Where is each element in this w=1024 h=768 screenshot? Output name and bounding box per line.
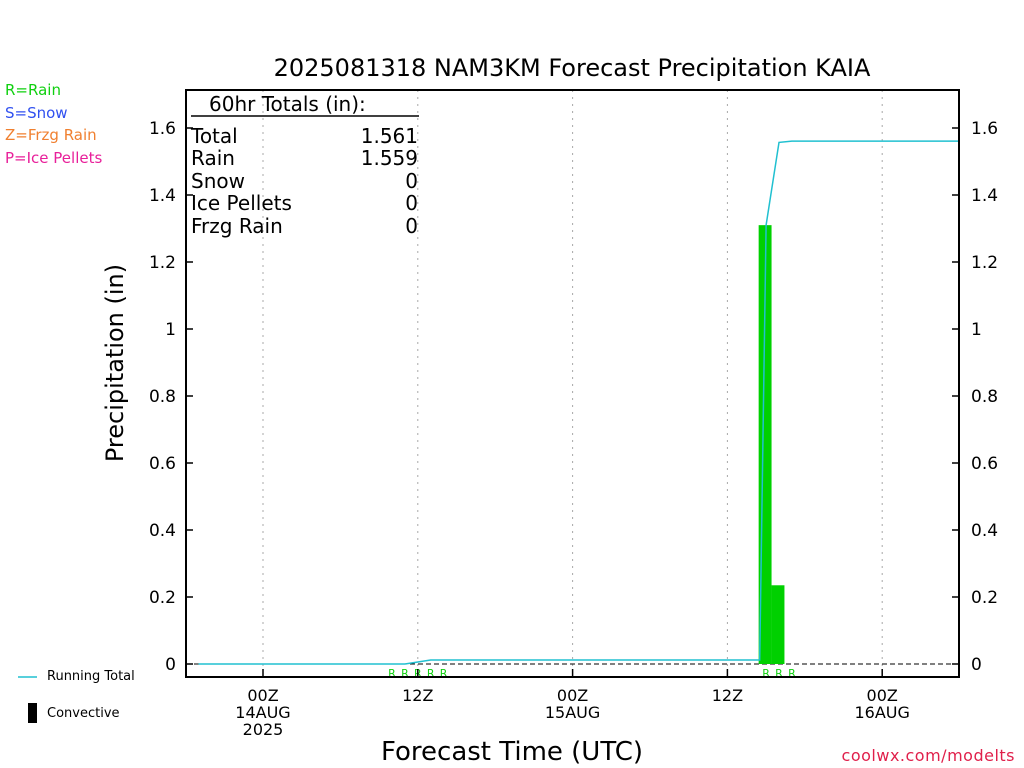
x-tick-label: 2025 xyxy=(243,720,284,739)
totals-value-total: 1.561 xyxy=(361,124,418,148)
x-tick-label: 15AUG xyxy=(545,703,600,722)
legend-snow-key: S=Snow xyxy=(5,104,68,122)
y-tick-label-left: 1 xyxy=(165,320,176,340)
precip-type-marker: R xyxy=(440,667,448,680)
y-tick-label-right: 0 xyxy=(971,655,982,675)
running-total-line xyxy=(198,140,960,665)
totals-value-ice-pellets: 0 xyxy=(405,191,418,215)
x-tick-label: 12Z xyxy=(712,686,743,705)
totals-label-total: Total xyxy=(190,124,238,148)
y-tick-label-left: 1.2 xyxy=(149,253,176,273)
precip-type-marker: R xyxy=(762,667,770,680)
x-tick-label: 16AUG xyxy=(854,703,909,722)
y-tick-label-right: 1.6 xyxy=(971,119,998,139)
precip-bar xyxy=(771,585,785,664)
totals-value-snow: 0 xyxy=(405,169,418,193)
running-total-layer xyxy=(198,140,960,665)
y-tick-label-left: 0.4 xyxy=(149,521,176,541)
y-tick-label-left: 1.6 xyxy=(149,119,176,139)
precip-type-marker: R xyxy=(788,667,796,680)
x-tick-label: 00Z xyxy=(557,686,588,705)
gridlines xyxy=(186,90,959,677)
precip-type-marker: R xyxy=(401,667,409,680)
totals-box: 60hr Totals (in): Total 1.561 Rain 1.559… xyxy=(190,92,419,238)
y-tick-label-left: 0.6 xyxy=(149,454,176,474)
x-tick-label: 00Z xyxy=(867,686,898,705)
x-tick-label: 14AUG xyxy=(235,703,290,722)
x-tick-label: 12Z xyxy=(402,686,433,705)
y-ticks: 0 00.2 0.20.4 0.40.6 0.60.8 0.81 11.2 1.21.4 1.4… xyxy=(149,119,998,675)
totals-label-rain: Rain xyxy=(191,146,235,170)
y-tick-label-right: 0.6 xyxy=(971,454,998,474)
y-tick-label-right: 0.4 xyxy=(971,521,998,541)
legend-convective-label: Convective xyxy=(47,706,120,721)
precip-type-markers: RRRRRRRR xyxy=(388,667,796,680)
precip-type-marker: R xyxy=(427,667,435,680)
precip-type-marker: R xyxy=(775,667,783,680)
totals-label-snow: Snow xyxy=(191,169,245,193)
y-tick-label-right: 0.8 xyxy=(971,387,998,407)
y-tick-label-left: 0 xyxy=(165,655,176,675)
totals-value-frzg-rain: 0 xyxy=(405,214,418,238)
x-axis-label: Forecast Time (UTC) xyxy=(381,737,643,767)
y-tick-label-right: 1 xyxy=(971,320,982,340)
legend-frzg-rain-key: Z=Frzg Rain xyxy=(5,126,97,144)
y-axis-label: Precipitation (in) xyxy=(101,264,129,462)
legend-rain-key: R=Rain xyxy=(5,81,61,99)
totals-label-frzg-rain: Frzg Rain xyxy=(191,214,283,238)
precip-type-marker: R xyxy=(388,667,396,680)
totals-header: 60hr Totals (in): xyxy=(209,92,366,116)
chart-title: 2025081318 NAM3KM Forecast Precipitation… xyxy=(274,54,871,82)
y-tick-label-left: 0.2 xyxy=(149,588,176,608)
y-tick-label-right: 1.2 xyxy=(971,253,998,273)
totals-value-rain: 1.559 xyxy=(361,146,418,170)
convective-legend-swatch xyxy=(28,703,37,723)
x-tick-label: 00Z xyxy=(247,686,278,705)
y-tick-label-left: 0.8 xyxy=(149,387,176,407)
y-tick-label-left: 1.4 xyxy=(149,186,176,206)
y-tick-label-right: 1.4 xyxy=(971,186,998,206)
y-tick-label-right: 0.2 xyxy=(971,588,998,608)
legend-ice-pellets-key: P=Ice Pellets xyxy=(5,149,103,167)
source-credit: coolwx.com/modelts xyxy=(841,746,1015,765)
totals-label-ice-pellets: Ice Pellets xyxy=(191,191,292,215)
legend-running-total-label: Running Total xyxy=(47,669,135,684)
